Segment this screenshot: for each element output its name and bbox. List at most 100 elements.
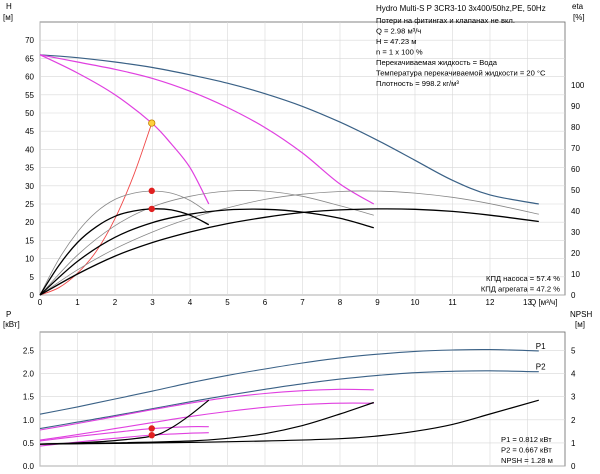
y-right-tick-label: 90 <box>571 102 580 111</box>
x-tick-label: 1 <box>75 298 80 307</box>
info-line: n = 1 x 100 % <box>376 48 423 57</box>
head-duty-series-line <box>39 54 375 205</box>
y-right-tick-label: 0 <box>571 291 576 300</box>
y-left-tick-label: 0 <box>30 291 35 300</box>
series-label-p2: P2 <box>536 363 546 372</box>
eta-unit-series-line <box>39 208 374 296</box>
eta-pump-point-marker <box>148 187 155 195</box>
head-x-label: Q [м³/ч] <box>530 298 557 307</box>
x-tick-label: 10 <box>411 298 420 307</box>
info-line: Q = 2.98 м³/ч <box>376 27 421 36</box>
head-y-left-label-symbol: H <box>6 2 12 11</box>
p1-duty-series-line <box>39 426 209 442</box>
head-info-block: Потери на фитингах и клапанах не вкл. Q =… <box>376 16 546 88</box>
series-label-p1: P1 <box>536 342 546 351</box>
y-right-tick-label: 0 <box>571 462 576 471</box>
x-tick-label: 7 <box>300 298 305 307</box>
eta-unit-series-line <box>39 208 210 296</box>
x-tick-label: 3 <box>150 298 155 307</box>
y-left-tick-label: 20 <box>25 218 34 227</box>
y-left-tick-label: 1.0 <box>23 416 35 425</box>
y-right-tick-label: 4 <box>571 370 576 379</box>
eta-unit-point-marker <box>148 205 155 213</box>
y-left-tick-label: 1.5 <box>23 393 35 402</box>
head-y-right-label-symbol: eta <box>572 2 584 11</box>
y-left-tick-label: 55 <box>25 91 34 100</box>
info-line: Плотность = 998.2 кг/м³ <box>376 79 459 88</box>
y-right-tick-label: 80 <box>571 123 580 132</box>
head-markers <box>148 119 156 213</box>
x-tick-label: 9 <box>375 298 380 307</box>
info-line: H = 47.23 м <box>376 37 416 46</box>
head-panel: 0510152025303540455055606570010203040506… <box>3 2 585 307</box>
y-left-tick-label: 65 <box>25 54 34 63</box>
y-right-tick-label: 2 <box>571 416 576 425</box>
power-info-line: P2 = 0.667 кВт <box>501 446 552 455</box>
eta-unit-series-line <box>39 208 539 296</box>
p2-duty-series-line <box>39 402 374 441</box>
head-tick-labels: 0510152025303540455055606570010203040506… <box>25 36 585 307</box>
y-left-tick-label: 35 <box>25 164 34 173</box>
x-tick-label: 11 <box>448 298 457 307</box>
y-right-tick-label: 60 <box>571 165 580 174</box>
efficiency-line: КПД насоса = 57.4 % <box>486 274 560 283</box>
head-grid <box>39 22 565 296</box>
power-grid <box>39 332 565 467</box>
x-tick-label: 6 <box>263 298 268 307</box>
eta-pump-series-line <box>39 190 210 296</box>
x-tick-label: 13 <box>523 298 532 307</box>
P1-point-marker <box>148 425 155 432</box>
y-left-tick-label: 2.0 <box>23 370 35 379</box>
y-right-tick-label: 40 <box>571 207 580 216</box>
y-left-tick-label: 0.0 <box>23 462 35 471</box>
head-series <box>39 54 539 296</box>
y-left-tick-label: 10 <box>25 255 34 264</box>
power-y-left-label-unit: [кВт] <box>3 320 20 329</box>
y-left-tick-label: 0.5 <box>23 439 35 448</box>
x-tick-label: 4 <box>188 298 193 307</box>
x-tick-label: 0 <box>38 298 43 307</box>
power-y-right-label-symbol: NPSH <box>570 310 592 319</box>
y-left-tick-label: 40 <box>25 145 34 154</box>
x-tick-label: 5 <box>225 298 230 307</box>
y-right-tick-label: 3 <box>571 393 576 402</box>
efficiency-line: КПД агрегата = 47.2 % <box>481 285 560 294</box>
npsh-series-line <box>39 401 374 445</box>
eta-pump-series-line <box>39 190 539 296</box>
y-right-tick-label: 30 <box>571 228 580 237</box>
y-right-tick-label: 70 <box>571 144 580 153</box>
info-line: Перекачиваемая жидкость = Вода <box>376 58 498 67</box>
p2-duty-series-line <box>39 432 209 447</box>
power-y-left-label-symbol: P <box>6 310 11 319</box>
head-duty-series-line <box>39 54 210 205</box>
power-info-line: NPSH = 1.28 м <box>501 456 553 465</box>
p1-duty-series-line <box>39 388 374 431</box>
y-left-tick-label: 25 <box>25 200 34 209</box>
p1-series-line <box>39 348 539 415</box>
power-markers <box>148 425 155 439</box>
y-left-tick-label: 45 <box>25 127 34 136</box>
y-left-tick-label: 30 <box>25 182 34 191</box>
power-y-right-label-unit: [м] <box>575 320 585 329</box>
power-panel: 0.0 0.5 1.0 1.5 2.0 2.5 0 1 2 3 4 5 P [кВт] NPSH [м… <box>3 310 592 471</box>
power-series: P1 P2 <box>39 342 546 447</box>
x-tick-label: 12 <box>486 298 495 307</box>
y-left-tick-label: 5 <box>30 273 35 282</box>
system-curve-series-line <box>39 122 153 296</box>
y-left-tick-label: 70 <box>25 36 34 45</box>
info-line: Потери на фитингах и клапанах не вкл. <box>376 16 515 25</box>
y-right-tick-label: 10 <box>571 270 580 279</box>
y-right-tick-label: 50 <box>571 186 580 195</box>
info-line: Температура перекачиваемой жидкости = 20… <box>376 69 546 78</box>
y-right-tick-label: 1 <box>571 439 576 448</box>
x-tick-label: 8 <box>338 298 343 307</box>
p2-series-line <box>39 370 539 430</box>
head-title: Hydro Multi-S P 3CR3-10 3x400/50hz,PE, 5… <box>376 4 546 13</box>
head-y-right-label-unit: [%] <box>573 13 585 22</box>
npsh-series-line <box>39 399 539 445</box>
x-tick-label: 2 <box>113 298 118 307</box>
y-left-tick-label: 15 <box>25 236 34 245</box>
y-left-tick-label: 50 <box>25 109 34 118</box>
